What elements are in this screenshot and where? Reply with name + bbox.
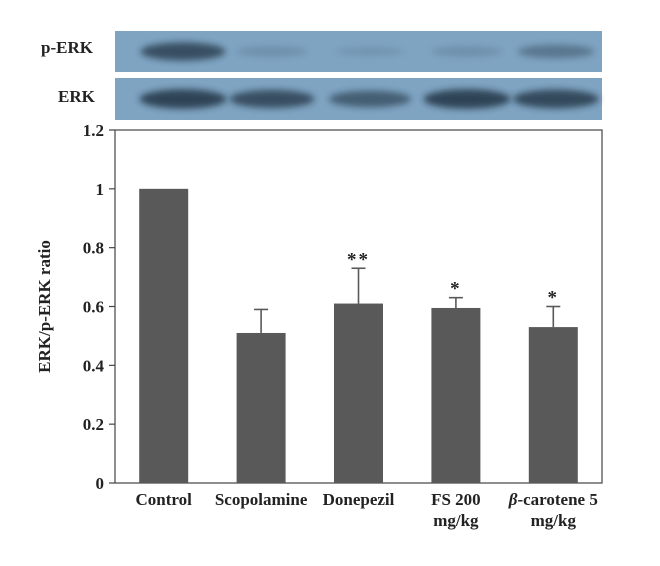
blot-band [236, 46, 308, 57]
blot-label-erk: ERK [58, 87, 95, 106]
x-tick-label: Control [136, 490, 193, 509]
x-tick-label: β-carotene 5 [508, 490, 598, 509]
blot-band [513, 89, 599, 109]
x-tick-label: mg/kg [433, 511, 479, 530]
x-tick-label: Scopolamine [215, 490, 308, 509]
blot-label-p-erk: p-ERK [41, 38, 93, 57]
blot-band [139, 89, 227, 109]
x-tick-label: Donepezil [323, 490, 395, 509]
y-tick-label: 0.2 [83, 415, 104, 434]
bar-1 [236, 332, 286, 483]
blot-band [517, 44, 595, 59]
y-tick-label: 0 [96, 474, 105, 493]
significance-mark: * [450, 279, 462, 300]
blot-band [423, 89, 511, 109]
bar-2 [334, 303, 383, 483]
blot-band [329, 90, 411, 108]
bar-4 [528, 327, 578, 483]
significance-mark: ** [347, 249, 370, 270]
y-tick-label: 0.4 [83, 356, 105, 375]
significance-mark: * [548, 288, 560, 309]
blot-band [431, 46, 503, 57]
blot-band [140, 42, 226, 61]
blot-band [335, 46, 405, 57]
y-tick-label: 1 [96, 180, 105, 199]
x-tick-label: mg/kg [531, 511, 577, 530]
y-tick-label: 0.8 [83, 239, 104, 258]
y-tick-label: 1.2 [83, 121, 104, 140]
bar-0 [139, 188, 189, 484]
x-tick-label: FS 200 [431, 490, 481, 509]
blot-band [229, 89, 315, 109]
y-axis-label: ERK/p-ERK ratio [35, 240, 54, 373]
bar-3 [431, 307, 481, 483]
y-tick-label: 0.6 [83, 298, 104, 317]
